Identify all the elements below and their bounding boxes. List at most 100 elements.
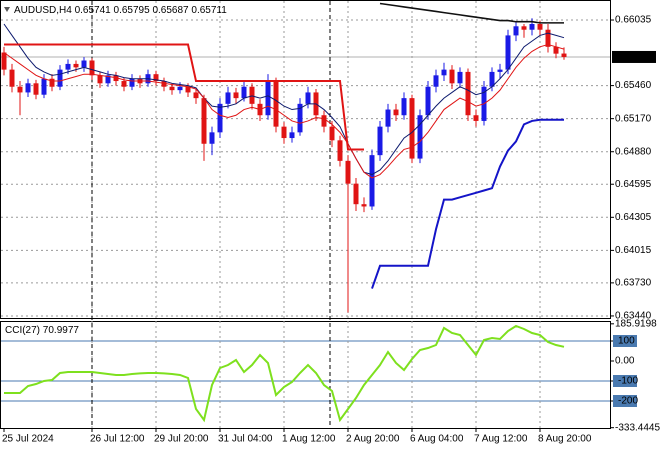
candle-body	[169, 86, 175, 91]
candle-body	[321, 115, 327, 127]
candle-body	[249, 86, 255, 104]
candle-body	[401, 98, 407, 116]
y-tick-label: 185.9198	[615, 318, 657, 329]
y-tick-label: 100	[618, 336, 635, 347]
candle-body	[433, 75, 439, 87]
indicator-value: 70.9977	[43, 325, 80, 336]
candle-body	[425, 86, 431, 116]
price-frame	[0, 0, 611, 319]
candle-body	[233, 92, 239, 99]
symbol-icon	[4, 7, 10, 12]
y-tick-label: 0.64015	[615, 245, 652, 256]
price-tag	[612, 50, 656, 63]
y-tick-label: 0.66035	[615, 15, 652, 26]
marks	[1, 2, 567, 423]
candle-body	[57, 69, 63, 87]
candle-body	[457, 71, 463, 84]
indicator-line	[3, 44, 565, 179]
candle-body	[441, 69, 447, 76]
candle-body	[161, 81, 167, 87]
cci-title: CCI(27) 70.9977	[5, 325, 79, 336]
level-label-box	[613, 375, 637, 387]
x-tick-label: 6 Aug 04:00	[410, 434, 464, 445]
y-tick-label: 0.64595	[615, 179, 652, 190]
x-tick-label: 26 Jul 12:00	[90, 434, 145, 445]
x-tick-label: 25 Jul 2024	[2, 434, 54, 445]
candle-body	[473, 115, 479, 121]
candle-body	[153, 74, 159, 82]
candle-body	[81, 60, 87, 68]
candle-body	[89, 60, 95, 76]
y-tick-label: 0.65460	[615, 80, 652, 91]
candle-body	[129, 78, 135, 87]
y-tick-label: -333.4445	[615, 422, 660, 433]
candle-body	[521, 26, 527, 30]
indicator-line	[3, 23, 565, 176]
y-tick-label: 0.63730	[615, 278, 652, 289]
symbol: AUDUSD,H4	[14, 5, 72, 16]
indicator-name: CCI(27)	[5, 325, 40, 336]
candle-body	[385, 109, 391, 127]
candle-body	[345, 160, 351, 184]
candle-body	[505, 35, 511, 70]
x-tick-label: 2 Aug 20:00	[346, 434, 400, 445]
x-tick-label: 7 Aug 12:00	[474, 434, 528, 445]
candle-body	[113, 75, 119, 82]
y-tick-label: -100	[618, 376, 638, 387]
candle-body	[281, 126, 287, 139]
x-tick-label: 1 Aug 12:00	[282, 434, 336, 445]
candle-body	[201, 98, 207, 144]
candle-body	[97, 75, 103, 84]
high-value: 0.65795	[114, 5, 151, 16]
cci-frame	[0, 321, 611, 429]
candle-body	[73, 63, 79, 68]
candle-body	[337, 140, 343, 161]
candle-body	[9, 69, 15, 87]
candle-body	[1, 52, 7, 70]
candle-body	[409, 98, 415, 159]
candle-body	[121, 81, 127, 87]
candle-body	[289, 132, 295, 139]
candle-body	[65, 63, 71, 70]
chart-title: AUDUSD,H4 0.65741 0.65795 0.65687 0.6571…	[14, 5, 227, 16]
x-tick-label: 31 Jul 04:00	[218, 434, 273, 445]
candle-body	[529, 24, 535, 30]
candle-body	[33, 83, 39, 95]
open-value: 0.65741	[75, 5, 112, 16]
candle-body	[545, 29, 551, 47]
low-value: 0.65687	[152, 5, 189, 16]
candle-body	[105, 75, 111, 84]
candle-body	[449, 69, 455, 84]
candle-body	[177, 86, 183, 91]
candle-body	[185, 86, 191, 93]
candle-body	[265, 81, 271, 116]
indicator-line	[371, 118, 564, 289]
candle-body	[305, 92, 311, 104]
candle-body	[513, 26, 519, 36]
candle-body	[465, 71, 471, 116]
candle-body	[273, 81, 279, 127]
candle-body	[377, 126, 383, 156]
price-tag-label: 0.65711	[615, 52, 651, 63]
candle-body	[553, 46, 559, 54]
candle-body	[561, 53, 567, 57]
close-value: 0.65711	[191, 5, 227, 16]
y-tick-label: 0.63440	[615, 311, 652, 322]
y-tick-label: -200	[618, 396, 638, 407]
candle-body	[497, 69, 503, 72]
level-label-box	[613, 335, 637, 347]
candle-body	[225, 92, 231, 104]
candle-body	[417, 115, 423, 159]
indicator-line	[4, 43, 364, 151]
candle-body	[25, 83, 31, 93]
candle-body	[361, 204, 367, 207]
candle-body	[537, 24, 543, 30]
indicator-line	[379, 2, 564, 24]
candle-body	[41, 78, 47, 95]
x-tick-label: 8 Aug 20:00	[538, 434, 592, 445]
candle-body	[217, 103, 223, 133]
candle-body	[49, 78, 55, 87]
candle-body	[329, 126, 335, 141]
y-tick-label: 0.64880	[615, 146, 652, 157]
